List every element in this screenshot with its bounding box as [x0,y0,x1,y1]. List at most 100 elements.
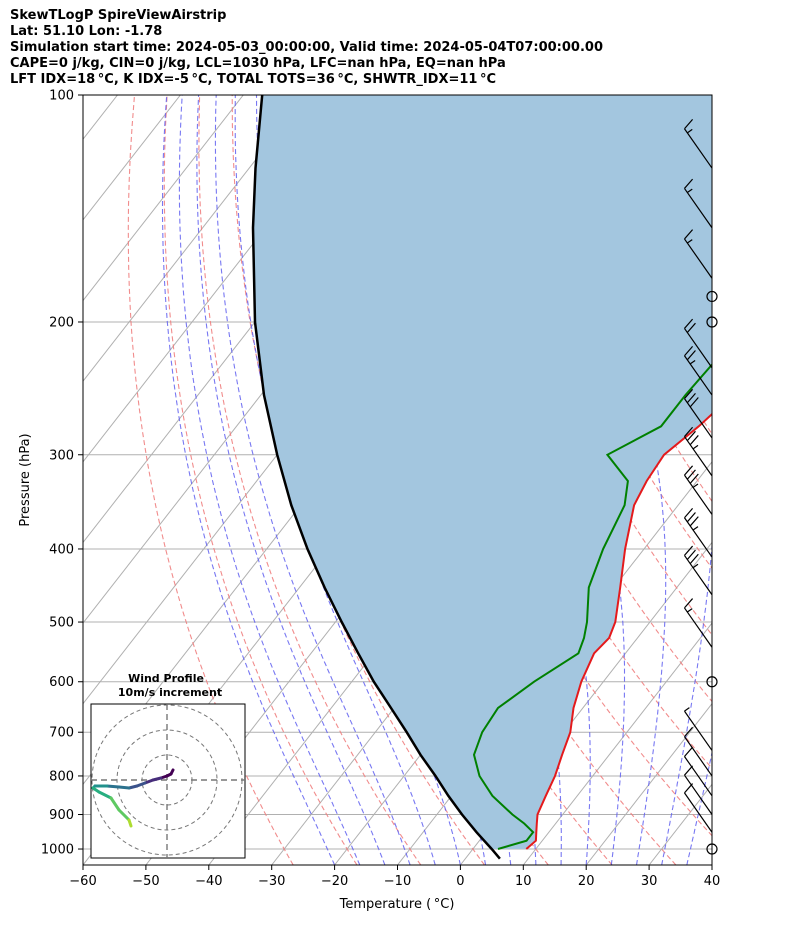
moist-adiabat [628,95,712,865]
hodograph-segment [127,818,133,828]
barb-half [686,239,693,244]
chart-title: SkewTLogP SpireViewAirstrip [10,8,227,23]
parcel-line [251,95,501,860]
barb-flag [686,469,696,480]
chart-title-block: SkewTLogP SpireViewAirstrip Lat: 51.10 L… [10,8,603,88]
calm-circle [706,676,718,688]
wind-barb [683,545,713,596]
barb-staff [683,474,713,515]
hodograph-segment [117,785,131,790]
hodograph-segment [105,784,121,789]
barb-staff [683,355,713,396]
indices-text-1: CAPE=0 j/kg, CIN=0 j/kg, LCL=1030 hPa, L… [10,56,506,71]
isotherm-line [775,95,794,865]
wind-barb [683,598,713,648]
barb-flag [684,746,694,757]
barb-half [692,563,699,569]
wind-barb [683,746,713,797]
cin-shade [253,95,712,849]
moist-adiabat [178,95,361,865]
barb-half [686,128,693,134]
barb-flag [684,465,694,476]
wind-barb [683,765,713,815]
barb-staff [683,555,713,596]
wind-barb [683,388,713,439]
barb-flag [684,119,694,130]
barb-flag [686,350,696,361]
isotherm-line [83,95,307,382]
barb-flag [684,426,694,437]
x-axis-label: Temperature ( °C) [339,897,455,912]
barb-half [692,526,699,531]
wind-barb [706,290,718,303]
barb-staff [683,436,713,477]
barb-flag [686,322,696,333]
barb-half [692,483,699,488]
wind-barb [683,178,713,229]
y-tick-label: 1000 [41,843,74,858]
wind-barb [683,707,713,751]
barb-staff [683,710,713,751]
wind-barb [683,318,713,369]
isotherm-line [711,864,712,865]
y-axis-label: Pressure (hPa) [18,433,33,526]
x-tick-label: −10 [384,874,411,889]
x-tick-label: 40 [704,874,721,889]
barb-staff [683,607,713,648]
barb-flag [684,178,694,189]
barb-flag [686,549,696,560]
barb-half [692,444,699,450]
barb-staff [683,756,713,797]
y-tick-label: 700 [49,726,74,741]
hodograph-segment [97,790,113,800]
y-tick-label: 500 [49,616,74,631]
barb-staff [683,517,713,558]
y-tick-label: 800 [49,769,74,784]
hodograph-body [91,704,245,858]
dry-adiabat [198,95,422,865]
barb-flag [684,229,694,240]
wind-barb [706,676,718,688]
x-tick-label: −30 [258,874,285,889]
barb-flag [684,388,694,400]
wind-barb [683,465,713,515]
isotherm-line [83,95,244,302]
barb-staff [683,774,713,815]
barb-staff [683,188,713,229]
dry-adiabat [231,95,485,865]
moist-adiabat [196,95,386,865]
x-tick-label: 10 [515,874,532,889]
barb-flag [684,783,694,794]
barb-flag [689,553,699,564]
wind-barb [683,119,713,169]
wind-barb [683,507,713,558]
wind-barb [706,316,718,328]
barb-flag [689,397,699,408]
barb-staff [683,792,713,833]
y-tick-label: 100 [49,89,74,104]
wind-barb [683,426,713,477]
barb-staff [683,736,713,777]
barb-staff [683,128,713,169]
barb-staff [683,328,713,369]
calm-circle [706,843,718,855]
wind-barb [683,229,713,279]
x-tick-label: −50 [132,874,159,889]
dry-adiabat [786,95,794,865]
wind-barb [683,726,713,777]
barb-half [684,707,690,712]
wind-barb [683,346,713,396]
x-tick-label: −20 [321,874,348,889]
moist-adiabat [214,95,411,865]
barb-flag [686,512,696,523]
barb-flag [684,545,694,556]
barb-flag [684,765,694,776]
barb-flag [686,393,696,404]
y-tick-label: 300 [49,448,74,463]
x-tick-label: −60 [69,874,96,889]
x-tick-label: 0 [456,874,464,889]
x-tick-label: 20 [578,874,595,889]
wind-barb [706,843,718,855]
y-tick-label: 900 [49,808,74,823]
